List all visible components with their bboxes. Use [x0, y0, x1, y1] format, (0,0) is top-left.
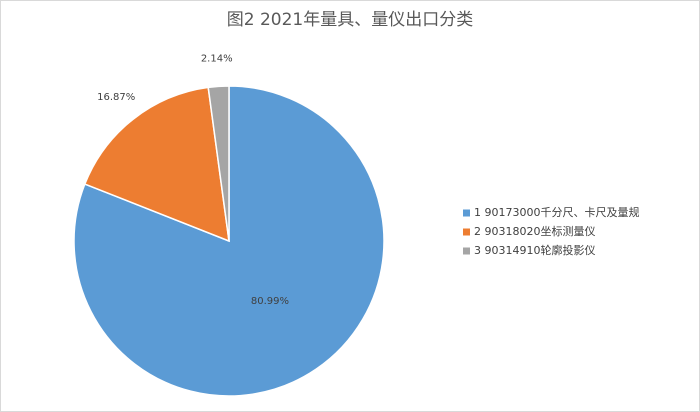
data-label: 16.87%	[97, 92, 135, 103]
data-label: 80.99%	[251, 296, 289, 307]
legend-label: 3 90314910轮廓投影仪	[474, 243, 595, 257]
legend-label: 1 90173000千分尺、卡尺及量规	[474, 205, 639, 219]
legend-swatch	[463, 228, 470, 236]
chart-title: 图2 2021年量具、量仪出口分类	[227, 10, 473, 30]
legend-swatch	[463, 209, 470, 217]
legend-label: 2 90318020坐标测量仪	[474, 224, 595, 238]
data-label: 2.14%	[201, 54, 233, 65]
legend-swatch	[463, 247, 470, 255]
pie-slice	[83, 86, 230, 243]
pie-slice	[207, 85, 230, 242]
